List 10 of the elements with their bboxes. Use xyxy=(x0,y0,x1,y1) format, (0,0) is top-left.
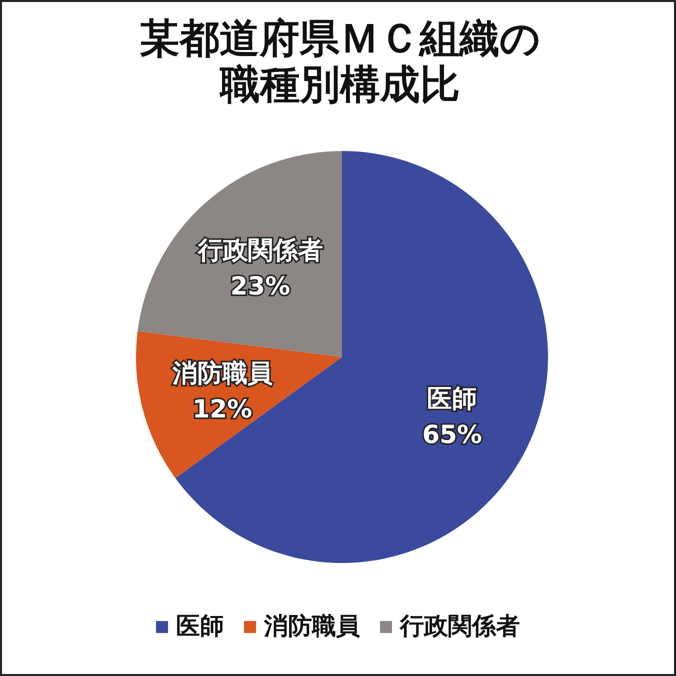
legend-label: 行政関係者 xyxy=(400,612,520,640)
data-label: 23% xyxy=(230,271,290,300)
data-label: 65% xyxy=(422,420,482,450)
slice-label: 医師 xyxy=(427,384,478,414)
legend-label: 消防職員 xyxy=(264,612,360,640)
chart-title: 某都道府県ＭＣ組織の職種別構成比 xyxy=(138,16,542,108)
slice-label: 行政関係者 xyxy=(196,235,323,264)
data-label: 12% xyxy=(192,394,252,424)
slice-label: 消防職員 xyxy=(171,358,272,388)
legend-label: 医師 xyxy=(176,612,224,640)
